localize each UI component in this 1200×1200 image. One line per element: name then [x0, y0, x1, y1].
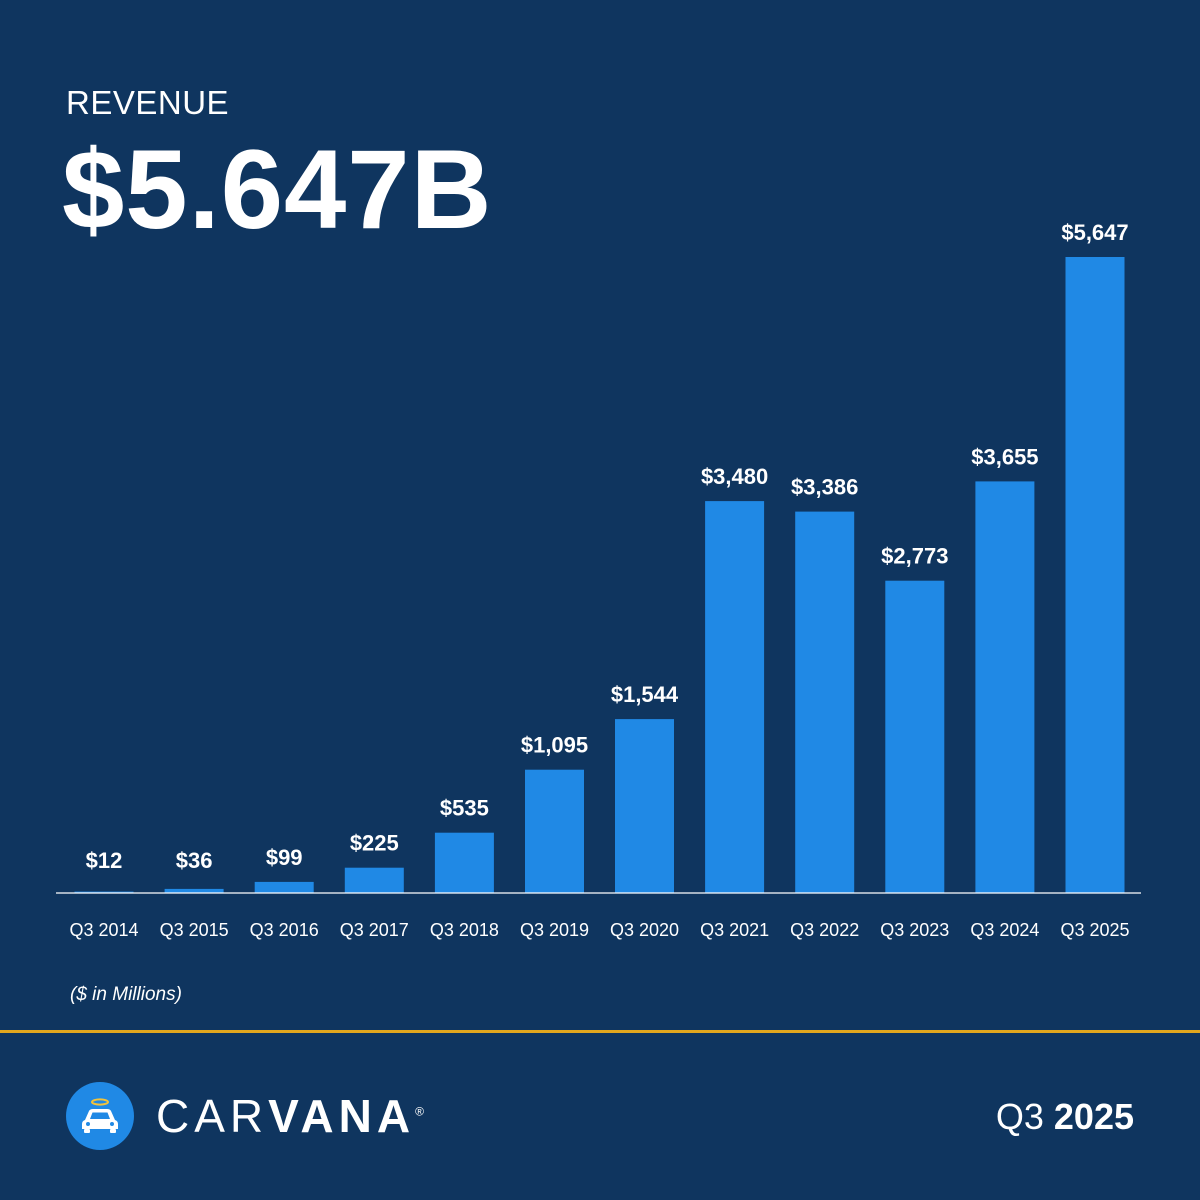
value-label: $3,386: [791, 475, 858, 500]
x-tick-label: Q3 2021: [700, 920, 769, 940]
x-tick-label: Q3 2018: [430, 920, 499, 940]
bar-q3-2020: [615, 719, 674, 893]
value-label: $3,480: [701, 464, 768, 489]
value-label: $36: [176, 848, 213, 873]
bar-q3-2021: [705, 501, 765, 893]
value-label: $5,647: [1061, 220, 1128, 245]
bar-q3-2024: [975, 481, 1035, 893]
value-label: $1,544: [611, 682, 679, 707]
x-tick-label: Q3 2025: [1060, 920, 1129, 940]
bar-q3-2014: [74, 891, 134, 893]
value-label: $535: [440, 796, 489, 821]
value-label: $1,095: [521, 733, 588, 758]
value-label: $12: [86, 848, 123, 873]
x-tick-label: Q3 2016: [250, 920, 319, 940]
bar-q3-2023: [885, 580, 945, 893]
revenue-bar-chart: $12 $36 $99 $225 $535 $1,095 $1,544 $3,480 $3,38…: [56, 220, 1141, 940]
period-quarter: Q3: [995, 1096, 1044, 1137]
brand-wordmark: CARVANA®: [156, 1089, 424, 1143]
value-label: $99: [266, 845, 303, 870]
x-tick-label: Q3 2019: [520, 920, 589, 940]
bar-q3-2016: [254, 881, 314, 893]
registered-mark: ®: [415, 1104, 424, 1119]
bar-q3-2017: [344, 867, 404, 893]
value-label: $3,655: [971, 444, 1038, 469]
bar-q3-2015: [164, 888, 224, 893]
x-tick-label: Q3 2022: [790, 920, 859, 940]
x-tick-label: Q3 2017: [340, 920, 409, 940]
bar-q3-2018: [434, 832, 494, 893]
brand-bold: VANA: [268, 1090, 416, 1142]
value-label: $2,773: [881, 544, 948, 569]
footer-divider: [0, 1030, 1200, 1033]
bar-q3-2025: [1065, 257, 1125, 893]
period-year: 2025: [1053, 1096, 1134, 1137]
car-with-halo-icon: [66, 1082, 134, 1150]
x-tick-label: Q3 2015: [160, 920, 229, 940]
x-tick-label: Q3 2024: [970, 920, 1039, 940]
x-tick-label: Q3 2020: [610, 920, 679, 940]
report-period: Q3 2025: [996, 1096, 1134, 1138]
metric-value: $5.647B: [62, 127, 493, 252]
carvana-logo[interactable]: CARVANA®: [66, 1082, 424, 1150]
brand-light: CAR: [156, 1090, 269, 1142]
units-note: ($ in Millions): [70, 984, 182, 1005]
metric-label: REVENUE: [66, 84, 230, 121]
x-tick-label: Q3 2023: [880, 920, 949, 940]
value-label: $225: [350, 831, 399, 856]
bar-q3-2019: [525, 769, 584, 893]
x-tick-label: Q3 2014: [69, 920, 138, 940]
bar-q3-2022: [795, 511, 855, 893]
